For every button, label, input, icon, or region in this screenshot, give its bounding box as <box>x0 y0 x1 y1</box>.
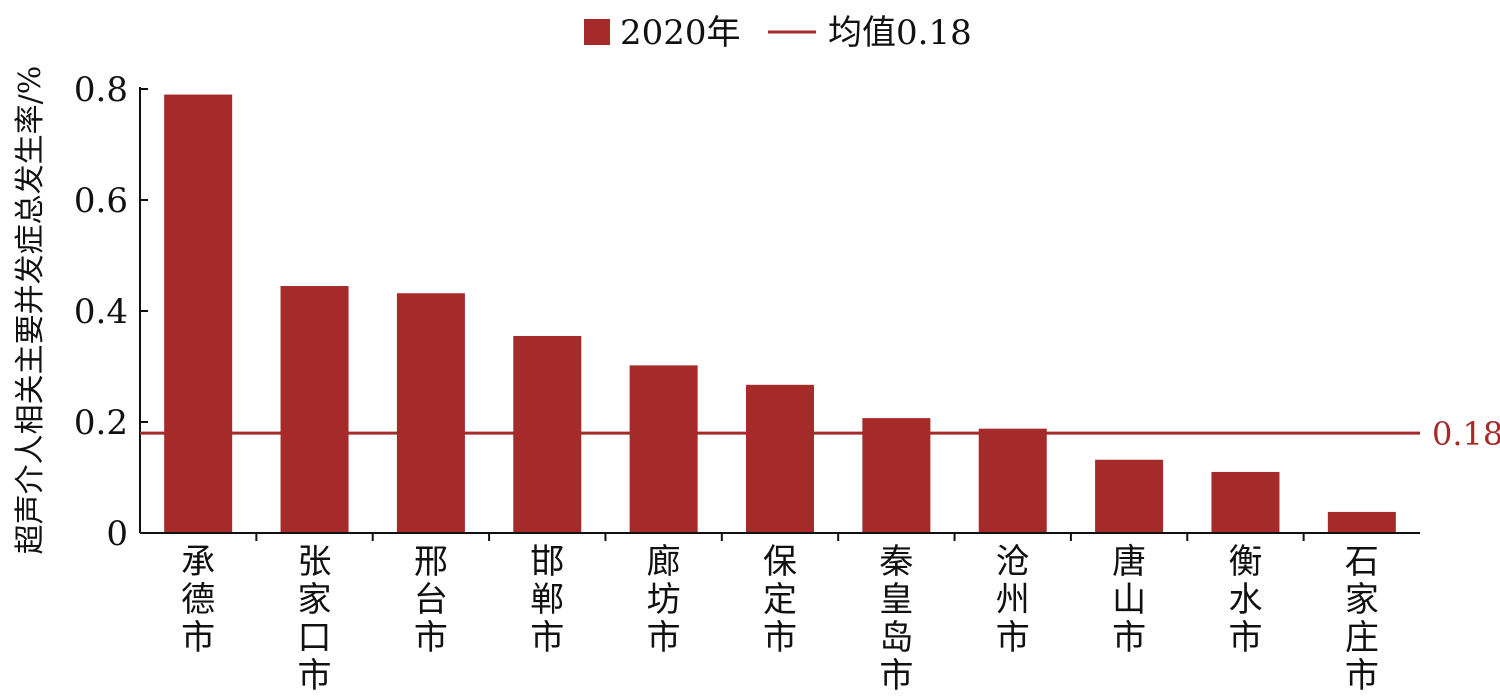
x-tick-label: 石家庄市 <box>1345 542 1379 696</box>
y-tick-label: 0.6 <box>74 181 128 221</box>
bar <box>1095 459 1164 533</box>
bar <box>1327 511 1396 533</box>
x-tick-label: 沧州市 <box>996 542 1030 658</box>
bar <box>1211 471 1280 533</box>
x-tick-label: 保定市 <box>763 542 797 658</box>
bar <box>164 94 233 534</box>
legend-swatch-2020 <box>584 19 610 45</box>
x-tick-label: 承德市 <box>181 542 215 658</box>
bar <box>746 384 814 533</box>
x-tick-label: 张家口市 <box>298 542 332 696</box>
bar <box>978 428 1047 533</box>
legend-label-2020: 2020年 <box>620 13 741 53</box>
x-tick-label: 廊坊市 <box>647 542 681 658</box>
legend-label-mean: 均值0.18 <box>828 13 972 53</box>
y-tick-label: 0.2 <box>74 403 128 443</box>
bar <box>396 293 465 533</box>
bar <box>280 286 349 533</box>
mean-line-label: 0.18 <box>1432 415 1500 453</box>
bar <box>629 365 698 533</box>
mean-line-group: 0.18 <box>140 415 1500 453</box>
legend: 2020年 均值0.18 <box>584 13 972 53</box>
bar <box>862 418 931 533</box>
x-tick-label: 唐山市 <box>1112 542 1146 658</box>
y-tick-label: 0 <box>106 514 128 554</box>
x-axis: 承德市 张家口市 邢台市 邯郸市 廊坊市 保定市 秦皇岛市 沧州市 唐山市 衡水市 石家庄市 <box>140 532 1420 696</box>
bars <box>164 94 1396 534</box>
x-tick-label: 邢台市 <box>414 542 448 658</box>
x-tick-label: 秦皇岛市 <box>879 542 913 696</box>
y-axis-title: 超声介人相关主要并发症总发生率/% <box>13 66 48 555</box>
y-axis: 0 0.2 0.4 0.6 0.8 <box>74 70 148 554</box>
x-tick-label: 邯郸市 <box>530 542 564 658</box>
y-tick-label: 0.8 <box>74 70 128 110</box>
y-tick-label: 0.4 <box>74 292 128 332</box>
x-tick-label: 衡水市 <box>1228 542 1262 658</box>
